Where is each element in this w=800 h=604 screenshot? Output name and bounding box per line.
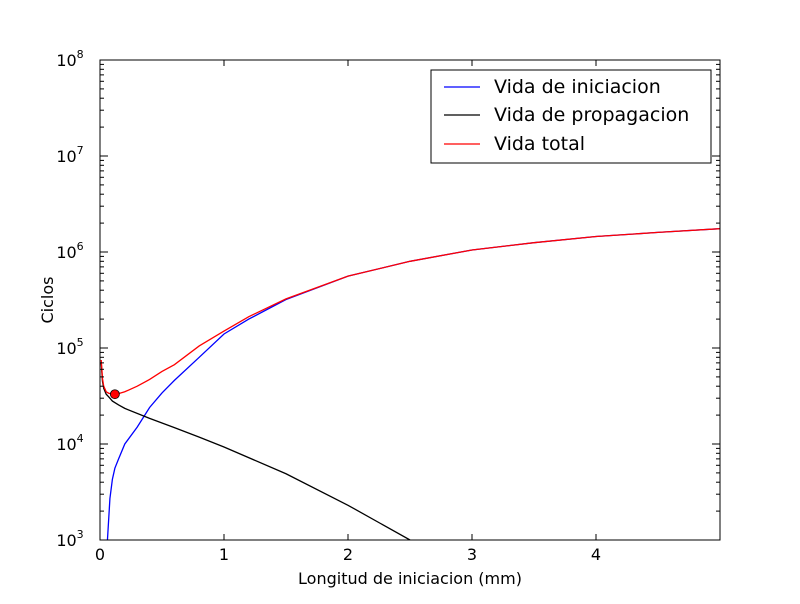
plot-frame <box>99 59 721 541</box>
y-tick-label: 107 <box>56 144 83 166</box>
y-tick-label: 108 <box>56 48 83 70</box>
minimum-marker <box>109 389 120 400</box>
series-layer <box>100 228 720 540</box>
x-tick-label: 3 <box>467 545 477 564</box>
y-tick-label: 104 <box>56 432 83 454</box>
y-axis-label: Ciclos <box>38 277 57 324</box>
legend-label-propagacion: Vida de propagacion <box>494 104 689 126</box>
legend-label-iniciacion: Vida de iniciacion <box>494 76 661 98</box>
y-axis: 103 104 105 106 107 108 <box>56 48 720 550</box>
y-tick-label: 105 <box>56 336 83 358</box>
series-line-total <box>100 228 720 395</box>
x-tick-label: 2 <box>343 545 353 564</box>
x-tick-label: 4 <box>591 545 601 564</box>
x-tick-label: 1 <box>219 545 229 564</box>
y-tick-label: 106 <box>56 240 83 262</box>
x-axis: 0 1 2 3 4 <box>95 60 601 564</box>
series-line-iniciacion <box>106 228 720 540</box>
legend-box <box>430 69 712 164</box>
x-axis-label: Longitud de iniciacion (mm) <box>298 569 522 588</box>
legend: Vida de iniciacion Vida de propagacion V… <box>430 69 712 164</box>
x-tick-label: 0 <box>95 545 105 564</box>
legend-label-total: Vida total <box>494 133 585 155</box>
y-tick-label: 103 <box>56 528 83 550</box>
series-line-propagacion <box>100 362 411 540</box>
